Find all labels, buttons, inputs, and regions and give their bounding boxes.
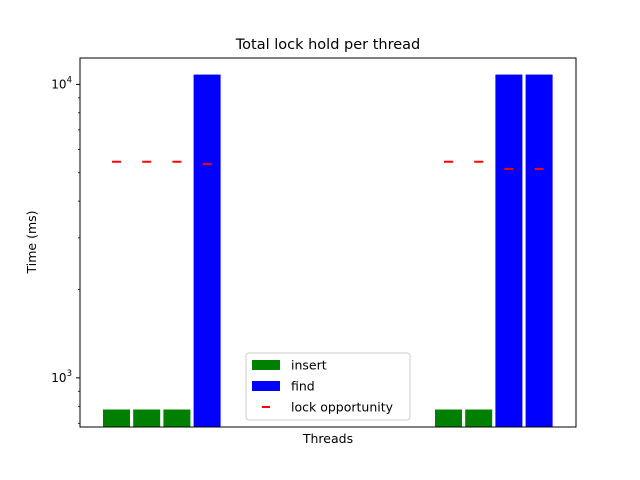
bar-insert — [435, 409, 462, 427]
legend-swatch-find — [252, 381, 280, 391]
y-tick-label: 103 — [51, 369, 72, 385]
bar-insert — [163, 409, 191, 427]
bar-find — [495, 74, 523, 427]
legend-label: insert — [291, 358, 327, 373]
x-axis-label: Threads — [302, 431, 353, 446]
axes-frame — [79, 57, 577, 428]
bar-find — [193, 74, 221, 427]
legend-label: lock opportunity — [291, 400, 394, 415]
y-axis: 103 104 — [51, 75, 80, 424]
plot-area — [103, 74, 553, 427]
bar-insert — [133, 409, 161, 427]
legend-box — [245, 352, 411, 421]
y-tick-label: 104 — [51, 75, 72, 91]
bar-insert — [465, 409, 493, 427]
legend: insert find lock opportunity — [245, 352, 411, 421]
bar-find — [525, 74, 553, 427]
y-axis-label: Time (ms) — [24, 210, 39, 274]
legend-label: find — [291, 379, 315, 394]
chart-title: Total lock hold per thread — [235, 37, 420, 53]
bar-insert — [103, 409, 130, 427]
legend-swatch-insert — [252, 360, 280, 370]
